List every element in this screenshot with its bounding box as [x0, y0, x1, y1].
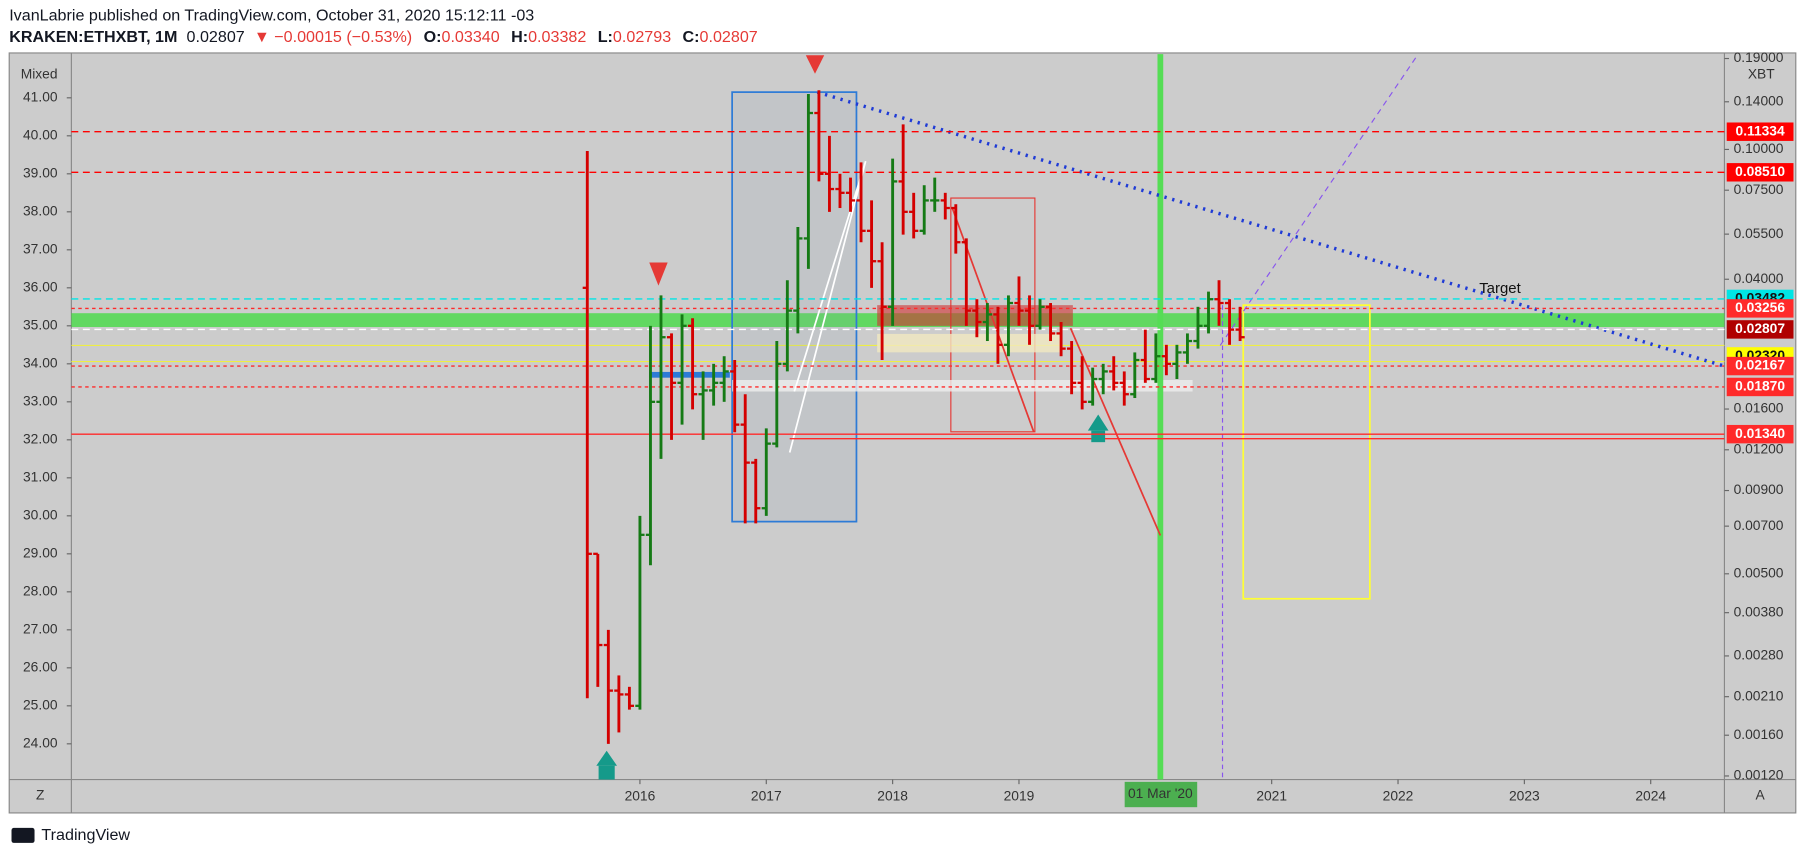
x-tick-label: 2023 [1509, 787, 1540, 803]
y2-tick-label: 0.00700 [1734, 517, 1784, 533]
projection-box [1242, 304, 1371, 600]
y-tick-label: 26.00 [23, 658, 58, 674]
y2-tick-label: 0.07500 [1734, 181, 1784, 197]
price-tag [1726, 320, 1794, 339]
x-tick-label: 2021 [1256, 787, 1287, 803]
y-tick-label: 40.00 [23, 126, 58, 142]
y2-tick-label: 0.00500 [1734, 564, 1784, 580]
price-tag [1726, 424, 1794, 444]
publisher: IvanLabrie published on TradingView.com,… [9, 6, 534, 24]
y-tick-label: 30.00 [23, 506, 58, 522]
y2-tick-label: 0.14000 [1734, 92, 1784, 108]
y2-tick-label: 0.01200 [1734, 440, 1784, 456]
logo-icon [11, 827, 35, 843]
y-tick-label: 24.00 [23, 734, 58, 750]
y2-tick-label: 0.00120 [1734, 767, 1784, 783]
price-tag [1726, 377, 1794, 397]
x-tick-label: 2019 [1004, 787, 1035, 803]
scale-button[interactable]: Z [36, 786, 44, 802]
price-tag-label: 0.11334 [1736, 122, 1785, 138]
price-tag-label: 0.02167 [1735, 357, 1785, 373]
c-value: 0.02807 [700, 28, 758, 46]
up-arrow-stem [1091, 430, 1106, 443]
y-tick-label: 34.00 [23, 354, 58, 370]
left-axis-label: Mixed [21, 65, 58, 81]
arrow [1069, 327, 1162, 536]
y2-tick-label: 0.00160 [1734, 726, 1784, 742]
fib-line [1219, 53, 1419, 346]
footer-logo[interactable]: TradingView [41, 826, 130, 844]
x-tick-label: 2018 [877, 787, 908, 803]
change: ▼ −0.00015 (−0.53%) [254, 28, 412, 46]
y2-tick-label: 0.19000 [1734, 49, 1784, 65]
last-price: 0.02807 [187, 28, 245, 46]
y-tick-label: 29.00 [23, 544, 58, 560]
y-tick-label: 39.00 [23, 164, 58, 180]
symbol-line: KRAKEN:ETHXBT, 1M 0.02807 ▼ −0.00015 (−0… [9, 28, 758, 46]
y-tick-label: 28.00 [23, 582, 58, 598]
y2-tick-label: 0.10000 [1734, 140, 1784, 156]
price-tag [1726, 163, 1794, 182]
price-tag [1726, 356, 1794, 376]
auto-button[interactable]: A [1756, 786, 1766, 802]
x-tick-label: 2024 [1635, 787, 1666, 803]
y-tick-label: 27.00 [23, 620, 58, 636]
y-tick-label: 31.00 [23, 468, 58, 484]
x-tick-label: 2016 [625, 787, 656, 803]
y2-tick-label: 0.01600 [1734, 400, 1784, 416]
price-tag-label: 0.01870 [1735, 378, 1785, 394]
y2-tick-label: 0.00210 [1734, 687, 1784, 703]
y-tick-label: 33.00 [23, 392, 58, 408]
o-value: 0.03340 [441, 28, 499, 46]
y-tick-label: 37.00 [23, 240, 58, 256]
y2-tick-label: 0.00380 [1734, 603, 1784, 619]
y-tick-label: 41.00 [23, 88, 58, 104]
price-tag-label: 0.08510 [1735, 163, 1785, 179]
h-label: H: [511, 28, 528, 46]
price-tag-label: 0.03256 [1735, 299, 1785, 315]
right-axis-label: XBT [1748, 65, 1775, 81]
y2-tick-label: 0.04000 [1734, 270, 1784, 286]
down-arrow [805, 55, 825, 74]
x-tick-label: 2017 [751, 787, 782, 803]
zone [732, 379, 1193, 392]
y-tick-label: 32.00 [23, 430, 58, 446]
c-label: C: [683, 28, 700, 46]
zone [649, 371, 730, 378]
symbol: KRAKEN:ETHXBT, 1M [9, 28, 177, 46]
zone [877, 305, 1073, 326]
y-tick-label: 25.00 [23, 696, 58, 712]
price-tag-label: 0.02807 [1735, 320, 1785, 336]
y-tick-label: 35.00 [23, 316, 58, 332]
price-tag [1726, 299, 1794, 318]
y-tick-label: 36.00 [23, 278, 58, 294]
l-value: 0.02793 [613, 28, 671, 46]
y2-tick-label: 0.05500 [1734, 225, 1784, 241]
down-arrow [649, 262, 668, 286]
o-label: O: [424, 28, 442, 46]
price-tag-label: 0.01340 [1735, 425, 1785, 441]
cursor-label: 01 Mar '20 [1128, 785, 1193, 801]
up-arrow [596, 750, 618, 766]
y2-tick-label: 0.00900 [1734, 481, 1784, 497]
drawings [71, 53, 1725, 780]
h-value: 0.03382 [528, 28, 586, 46]
cursor-label-box [1124, 781, 1198, 808]
box [731, 91, 858, 523]
y2-tick-label: 0.00280 [1734, 647, 1784, 663]
x-tick-label: 2022 [1383, 787, 1414, 803]
up-arrow [1087, 414, 1109, 431]
zone [877, 333, 1062, 353]
path-arrow [788, 160, 867, 453]
annotation: Target [1479, 280, 1521, 297]
l-label: L: [598, 28, 613, 46]
price-tag [1726, 122, 1794, 141]
up-arrow-stem [598, 765, 615, 780]
y-tick-label: 38.00 [23, 202, 58, 218]
